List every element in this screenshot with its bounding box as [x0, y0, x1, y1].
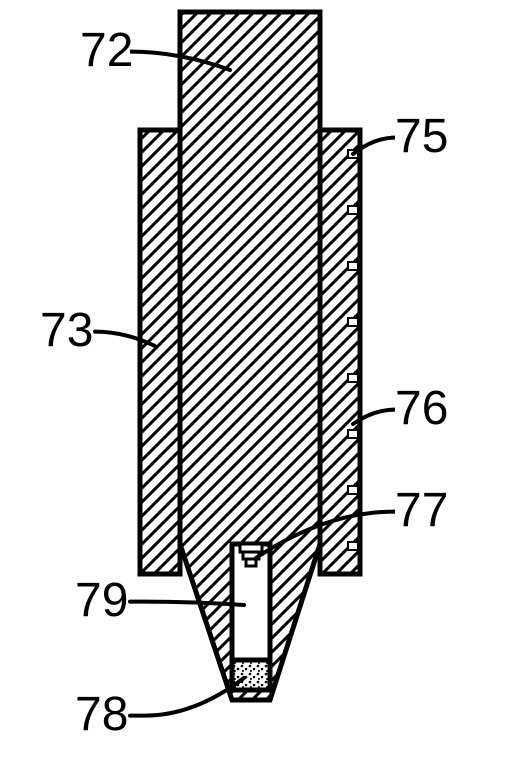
label-78: 78	[75, 688, 128, 741]
label-79: 79	[75, 574, 128, 627]
label-72: 72	[80, 24, 133, 77]
label-77: 77	[395, 484, 448, 537]
label-75: 75	[395, 110, 448, 163]
label-76: 76	[395, 382, 448, 435]
label-73: 73	[40, 304, 93, 357]
